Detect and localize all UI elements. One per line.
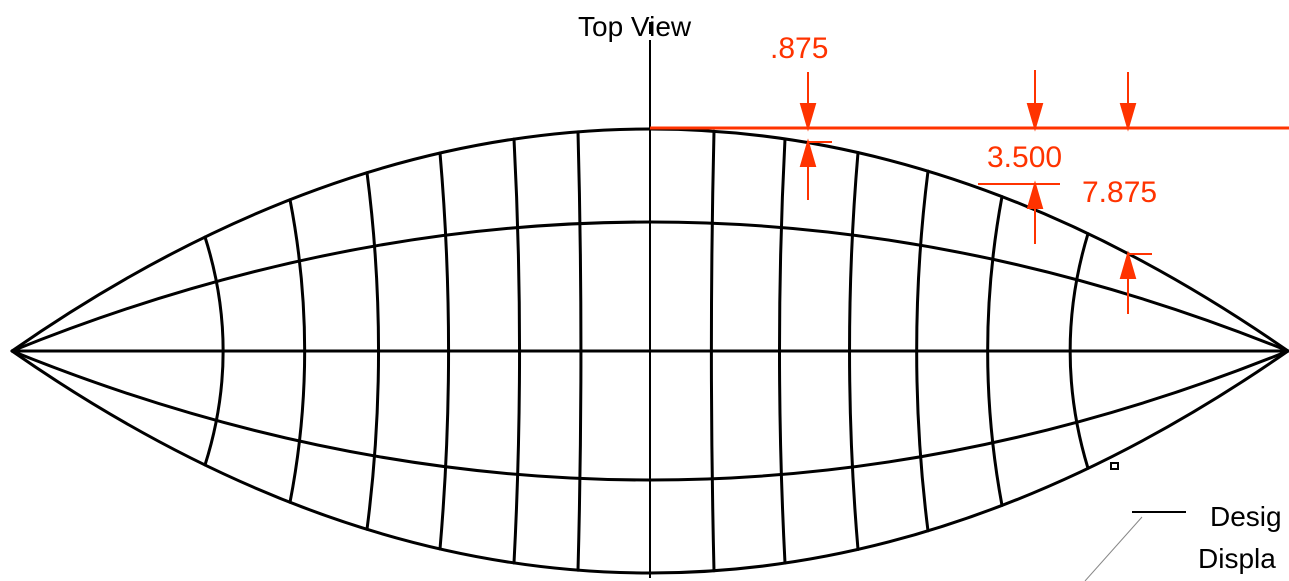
station-frame	[288, 198, 307, 504]
callout-line-2: Displa	[1198, 543, 1276, 574]
station-frame	[576, 130, 583, 572]
dim-7875-arrowhead-top	[1119, 103, 1137, 132]
station-frame	[778, 137, 787, 565]
callout-line-1: Desig	[1210, 501, 1282, 532]
dimension-annotations: .875 3.500 7.875	[650, 32, 1289, 314]
station-frame	[709, 129, 716, 573]
dim-3500-label: 3.500	[987, 141, 1062, 174]
station-frame	[986, 195, 1004, 507]
dim-3500-arrowhead-top	[1026, 103, 1044, 132]
station-frame	[915, 169, 930, 533]
callout-leader	[1084, 516, 1143, 581]
station-frames	[203, 129, 1090, 573]
station-frame	[365, 171, 381, 531]
view-title: Top View	[578, 11, 692, 42]
dim-875-arrowhead-top	[799, 103, 817, 132]
callout-marker	[1110, 462, 1119, 470]
dim-875-label: .875	[770, 32, 828, 65]
station-frame	[848, 151, 860, 551]
station-frame	[512, 137, 522, 565]
dim-7875-label: 7.875	[1082, 176, 1157, 209]
station-frame	[438, 151, 451, 551]
station-frame	[203, 235, 225, 467]
station-frame	[1068, 232, 1090, 470]
dim-875-arrowhead-bottom	[799, 138, 817, 167]
design-displacement-callout: Desig Displa	[1084, 462, 1282, 581]
